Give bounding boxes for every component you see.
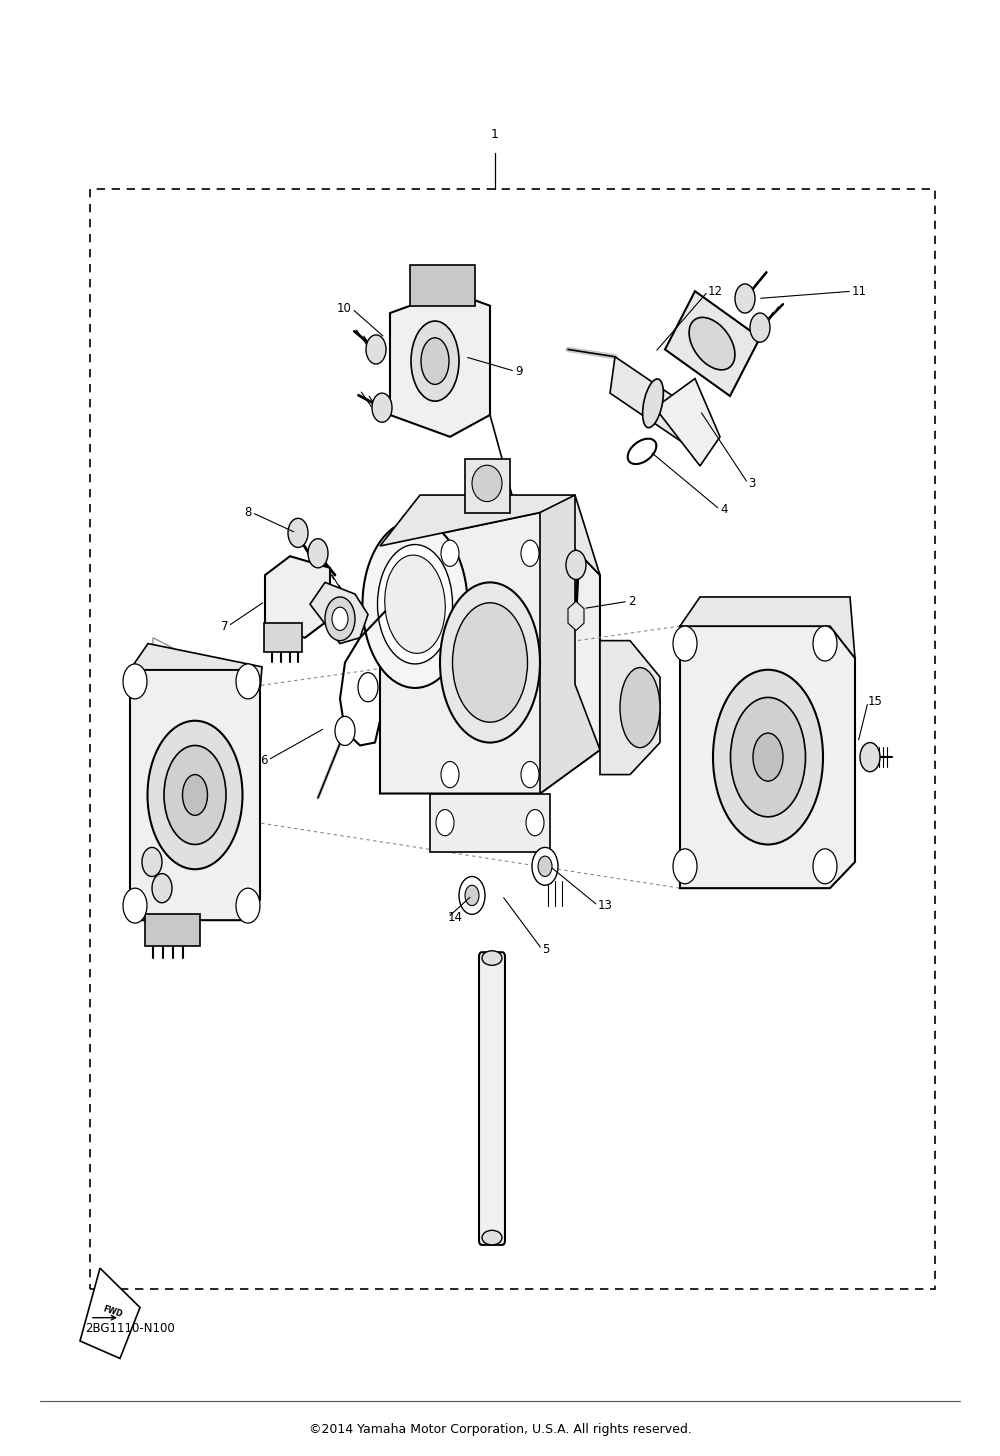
Polygon shape (380, 495, 600, 575)
Polygon shape (80, 1268, 140, 1358)
Circle shape (152, 874, 172, 903)
Text: 10: 10 (337, 303, 352, 314)
Ellipse shape (385, 555, 445, 654)
Polygon shape (265, 556, 330, 638)
Circle shape (860, 743, 880, 772)
Ellipse shape (164, 745, 226, 844)
Circle shape (123, 664, 147, 699)
Polygon shape (153, 638, 248, 821)
Ellipse shape (643, 379, 663, 428)
Circle shape (335, 716, 355, 745)
Ellipse shape (421, 338, 449, 384)
Polygon shape (568, 601, 584, 630)
Circle shape (521, 761, 539, 788)
Ellipse shape (713, 670, 823, 844)
Ellipse shape (620, 667, 660, 747)
Circle shape (123, 888, 147, 923)
Polygon shape (680, 597, 855, 658)
Circle shape (566, 550, 586, 579)
Text: 2BG1110-N100: 2BG1110-N100 (85, 1322, 175, 1335)
Circle shape (325, 597, 355, 641)
Circle shape (673, 626, 697, 661)
Circle shape (142, 847, 162, 877)
Polygon shape (130, 644, 262, 692)
Text: 8: 8 (245, 507, 252, 518)
Circle shape (521, 540, 539, 566)
Circle shape (308, 539, 328, 568)
Circle shape (813, 626, 837, 661)
Text: 3: 3 (748, 478, 755, 489)
Bar (410, 265, 475, 306)
Ellipse shape (452, 603, 528, 722)
Polygon shape (380, 513, 600, 794)
Text: ©2014 Yamaha Motor Corporation, U.S.A. All rights reserved.: ©2014 Yamaha Motor Corporation, U.S.A. A… (309, 1424, 691, 1436)
Ellipse shape (689, 317, 735, 370)
Text: 7: 7 (220, 620, 228, 632)
Circle shape (441, 540, 459, 566)
Ellipse shape (362, 520, 468, 689)
Ellipse shape (440, 582, 540, 743)
Ellipse shape (472, 464, 502, 501)
Ellipse shape (482, 1230, 502, 1245)
Bar (90, 189, 935, 1289)
Circle shape (538, 856, 552, 877)
Polygon shape (540, 495, 600, 794)
Polygon shape (610, 357, 690, 444)
Text: 6: 6 (260, 754, 268, 766)
Circle shape (526, 810, 544, 836)
Polygon shape (665, 291, 760, 396)
Text: 5: 5 (542, 943, 549, 955)
Text: 12: 12 (708, 285, 723, 297)
Circle shape (465, 885, 479, 906)
Circle shape (532, 847, 558, 885)
Ellipse shape (753, 732, 783, 780)
Text: FWD: FWD (102, 1305, 124, 1319)
Circle shape (236, 664, 260, 699)
Polygon shape (430, 794, 550, 852)
Ellipse shape (730, 697, 806, 817)
Text: 9: 9 (515, 365, 522, 377)
Circle shape (366, 335, 386, 364)
Text: 15: 15 (868, 696, 883, 708)
Text: 2: 2 (628, 596, 636, 607)
Circle shape (441, 761, 459, 788)
Ellipse shape (378, 545, 452, 664)
Circle shape (813, 849, 837, 884)
Ellipse shape (482, 951, 502, 965)
Polygon shape (680, 626, 855, 888)
Polygon shape (600, 641, 660, 775)
Circle shape (372, 393, 392, 422)
FancyBboxPatch shape (479, 952, 505, 1245)
Text: 1: 1 (491, 128, 499, 141)
Ellipse shape (148, 721, 242, 869)
Circle shape (459, 877, 485, 914)
Circle shape (288, 518, 308, 547)
Polygon shape (390, 291, 490, 437)
Bar (264, 623, 302, 652)
Polygon shape (310, 582, 368, 644)
Text: 11: 11 (852, 285, 867, 297)
Ellipse shape (182, 775, 208, 815)
Circle shape (750, 313, 770, 342)
Bar (145, 914, 200, 946)
Text: 4: 4 (720, 504, 728, 515)
Polygon shape (655, 379, 720, 466)
Circle shape (236, 888, 260, 923)
Circle shape (358, 673, 378, 702)
Text: 13: 13 (598, 900, 613, 911)
Text: 14: 14 (448, 911, 463, 923)
Circle shape (332, 607, 348, 630)
Circle shape (436, 810, 454, 836)
Ellipse shape (411, 320, 459, 400)
Circle shape (735, 284, 755, 313)
Circle shape (673, 849, 697, 884)
Polygon shape (130, 670, 260, 920)
Polygon shape (465, 459, 510, 513)
